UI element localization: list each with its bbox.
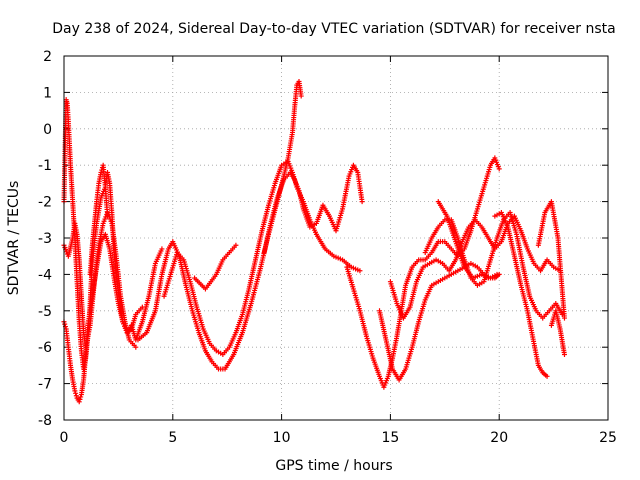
data-point xyxy=(561,351,567,357)
x-tick-label: 5 xyxy=(168,430,177,446)
series-sat-p xyxy=(548,308,567,357)
data-point xyxy=(73,390,79,396)
grid xyxy=(64,56,608,420)
data-point xyxy=(76,399,82,405)
y-tick-label: -6 xyxy=(38,340,52,356)
y-tick-label: -8 xyxy=(38,413,52,429)
y-tick-label: -4 xyxy=(38,267,52,283)
y-tick-label: -3 xyxy=(38,231,52,247)
y-tick-label: -5 xyxy=(38,304,52,320)
data-point xyxy=(105,213,111,219)
y-axis-label: SDTVAR / TECUs xyxy=(6,181,22,296)
data-point xyxy=(496,271,502,277)
plot-frame xyxy=(63,55,609,421)
data-point xyxy=(77,396,83,402)
x-tick-label: 0 xyxy=(60,430,69,446)
data-point xyxy=(359,199,365,205)
ticks: 0 5 10 15 20 25 -8 -7 -6 -5 -4 -3 -2 -1 0 1 2 xyxy=(38,49,617,446)
series-sat-e xyxy=(135,78,304,372)
y-tick-label: -1 xyxy=(38,158,52,174)
x-tick-label: 25 xyxy=(599,430,617,446)
data-point xyxy=(496,166,502,172)
series-sat-n xyxy=(492,210,550,379)
x-tick-label: 15 xyxy=(381,430,399,446)
data-point xyxy=(544,373,550,379)
data-point xyxy=(98,169,104,175)
x-tick-label: 20 xyxy=(490,430,508,446)
data-point xyxy=(139,304,145,310)
series-sat-m xyxy=(435,199,502,281)
x-tick-label: 10 xyxy=(273,430,291,446)
series-sat-d xyxy=(87,162,111,277)
series-sat-l xyxy=(422,210,565,321)
chart-title: Day 238 of 2024, Sidereal Day-to-day VTE… xyxy=(52,21,615,37)
data-point xyxy=(298,93,304,99)
series xyxy=(61,78,567,405)
data-point xyxy=(62,321,68,327)
data-point xyxy=(72,388,78,394)
series-sat-f xyxy=(161,159,363,357)
series-sat-c xyxy=(61,210,139,350)
data-point xyxy=(561,315,567,321)
y-tick-label: 1 xyxy=(43,85,52,101)
series-sat-o xyxy=(535,199,567,321)
series-sat-i xyxy=(344,155,502,390)
data-point xyxy=(133,344,139,350)
y-tick-label: 2 xyxy=(43,49,52,65)
y-tick-label: -7 xyxy=(38,377,52,393)
data-point xyxy=(78,394,84,400)
y-tick-label: 0 xyxy=(43,122,52,138)
series-sat-h xyxy=(261,162,365,256)
series-sat-g xyxy=(192,242,239,292)
data-point xyxy=(357,268,363,274)
data-point xyxy=(73,393,79,399)
series-sat-k xyxy=(387,213,563,321)
data-point xyxy=(159,246,165,252)
x-axis-label: GPS time / hours xyxy=(275,458,392,474)
data-point xyxy=(233,242,239,248)
series-sat-j xyxy=(377,260,500,383)
y-tick-label: -2 xyxy=(38,195,52,211)
